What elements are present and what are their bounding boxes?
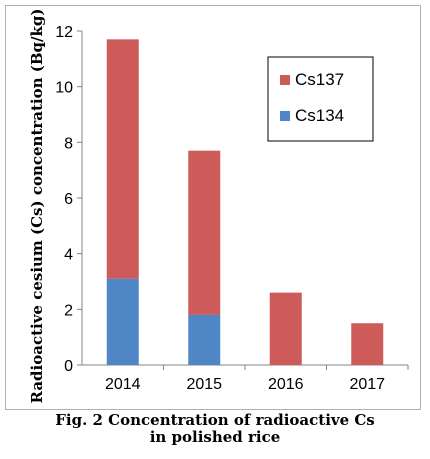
y-tick-label: 12 <box>55 24 73 41</box>
bar-cs137-2015 <box>188 150 221 315</box>
bar-cs134-2014 <box>106 278 139 365</box>
bar-cs134-2015 <box>188 314 221 365</box>
x-tick-label: 2014 <box>105 376 141 393</box>
legend-label-cs134: Cs134 <box>295 106 344 125</box>
legend-swatch-cs134 <box>280 111 290 121</box>
bars <box>106 39 384 365</box>
legend-box <box>267 56 374 142</box>
bar-cs137-2016 <box>269 292 302 365</box>
y-tick-label: 6 <box>64 191 73 208</box>
legend-swatch-cs137 <box>280 75 290 85</box>
y-tick-label: 8 <box>64 135 73 152</box>
y-axis-label-group: Radioactive cesium (Cs) concentration (B… <box>28 9 46 404</box>
tick-labels: 0 2 4 6 8 10 12 2014 2015 2016 2017 <box>55 24 385 393</box>
figure-caption: Fig. 2 Concentration of radioactive Cs i… <box>0 412 430 446</box>
caption-line-2: in polished rice <box>149 428 281 446</box>
y-tick-label: 4 <box>64 247 73 264</box>
x-tick-label: 2017 <box>349 376 385 393</box>
bar-cs137-2017 <box>351 323 384 365</box>
y-tick-label: 0 <box>64 358 73 375</box>
x-tick-label: 2015 <box>186 376 222 393</box>
legend: Cs137 Cs134 <box>267 56 374 142</box>
y-tick-label: 10 <box>55 80 73 97</box>
caption-line-1: Fig. 2 Concentration of radioactive Cs <box>55 411 375 429</box>
legend-label-cs137: Cs137 <box>295 70 344 89</box>
x-tick-label: 2016 <box>268 376 304 393</box>
bar-cs137-2014 <box>106 39 139 279</box>
y-axis-label: Radioactive cesium (Cs) concentration (B… <box>28 9 46 404</box>
y-tick-label: 2 <box>64 302 73 319</box>
